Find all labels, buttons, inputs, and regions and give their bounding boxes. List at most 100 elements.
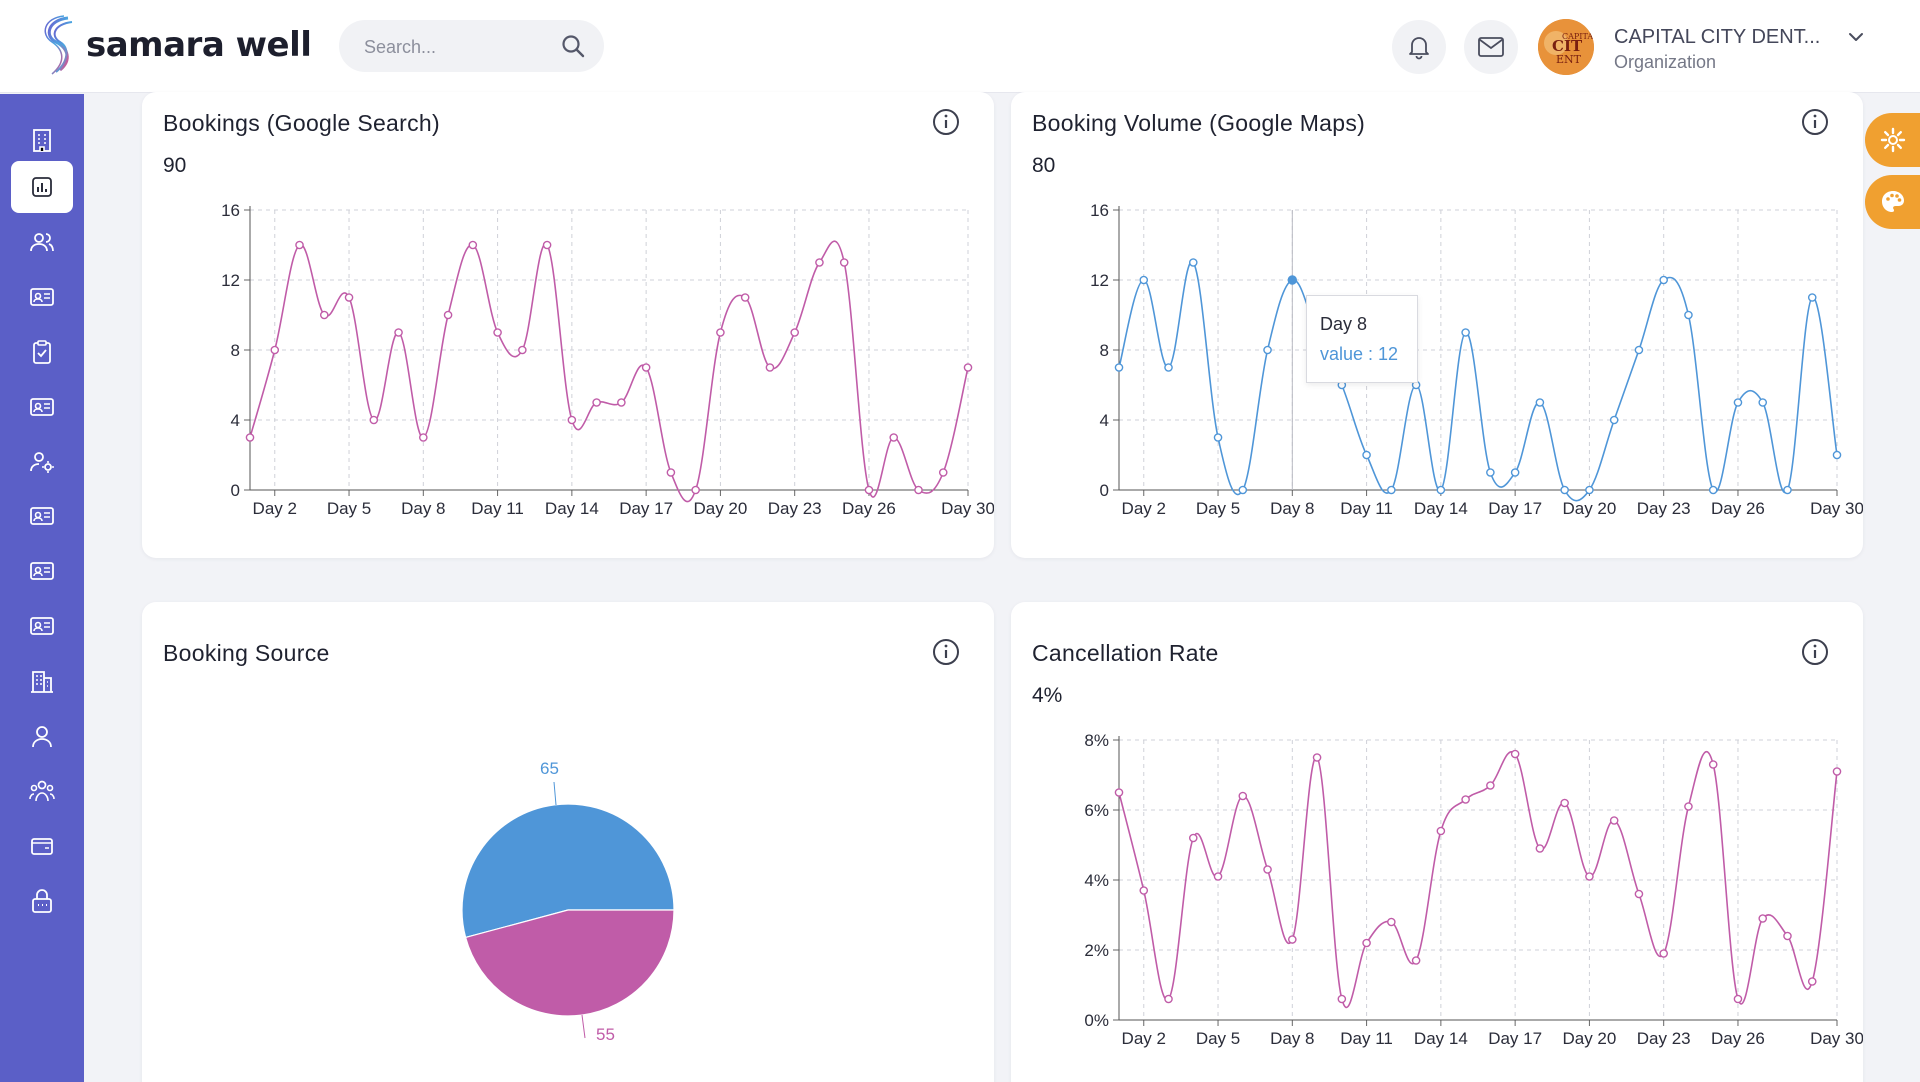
sidebar-item-profile[interactable] bbox=[11, 710, 73, 762]
sidebar-item-cards-2[interactable] bbox=[11, 381, 73, 433]
chevron-down-icon[interactable] bbox=[1846, 27, 1866, 47]
search-input[interactable]: Search... bbox=[339, 20, 604, 72]
sidebar-item-tasks[interactable] bbox=[11, 326, 73, 378]
organization-avatar[interactable]: CIT CAPITA ENT bbox=[1538, 19, 1594, 75]
data-point bbox=[765, 363, 775, 372]
x-tick-label: Day 17 bbox=[1488, 499, 1542, 518]
notifications-button[interactable] bbox=[1392, 20, 1446, 74]
organization-role: Organization bbox=[1614, 52, 1717, 72]
data-point bbox=[344, 293, 354, 302]
x-tick-label: Day 11 bbox=[1340, 499, 1393, 518]
card-title: Cancellation Rate bbox=[1032, 640, 1219, 666]
card-title: Bookings (Google Search) bbox=[163, 110, 440, 136]
card-title: Booking Source bbox=[163, 640, 330, 666]
data-point bbox=[1337, 994, 1347, 1004]
data-point bbox=[1411, 956, 1421, 965]
info-icon[interactable] bbox=[932, 108, 960, 136]
sidebar-item-analytics[interactable] bbox=[11, 161, 73, 213]
x-tick-label: Day 30 bbox=[941, 499, 994, 518]
x-tick-label: Day 8 bbox=[1270, 1029, 1314, 1048]
data-point bbox=[914, 485, 923, 495]
sidebar-item-team[interactable] bbox=[11, 765, 73, 817]
data-point bbox=[1659, 949, 1668, 958]
data-point bbox=[319, 310, 329, 320]
info-icon[interactable] bbox=[1801, 108, 1829, 136]
x-tick-label: Day 23 bbox=[1637, 1029, 1691, 1048]
pie-label-leader bbox=[581, 1014, 586, 1039]
x-tick-label: Day 5 bbox=[1196, 1029, 1240, 1048]
sidebar-item-users[interactable] bbox=[11, 216, 73, 268]
data-point bbox=[740, 293, 750, 302]
user-icon bbox=[32, 726, 52, 748]
y-tick-label: 16 bbox=[221, 201, 240, 220]
app-logo[interactable]: samara well bbox=[38, 12, 312, 78]
x-tick-label: Day 30 bbox=[1810, 1029, 1863, 1048]
data-point bbox=[1585, 485, 1594, 495]
data-point bbox=[1758, 914, 1768, 923]
data-point bbox=[369, 415, 379, 425]
sidebar-item-user-settings[interactable] bbox=[11, 436, 73, 488]
sidebar-item-security[interactable] bbox=[11, 875, 73, 927]
data-point bbox=[1609, 816, 1619, 825]
x-tick-label: Day 14 bbox=[1414, 1029, 1468, 1048]
x-tick-label: Day 26 bbox=[1711, 499, 1765, 518]
tooltip-value: value : 12 bbox=[1320, 344, 1399, 364]
sidebar-item-cards-5[interactable] bbox=[11, 600, 73, 652]
sidebar-item-billing[interactable] bbox=[11, 820, 73, 872]
x-tick-label: Day 5 bbox=[1196, 499, 1240, 518]
office-building-icon bbox=[31, 671, 53, 693]
data-point bbox=[1288, 935, 1297, 944]
data-point bbox=[1263, 865, 1272, 874]
x-tick-label: Day 2 bbox=[253, 499, 297, 518]
booking-volume-google-maps-chart: 0 4 8 12 16 Day 2 Day 5 Day 8 Day 11 Day 14 Day 17… bbox=[1090, 201, 1863, 518]
data-point bbox=[1510, 749, 1520, 759]
gear-icon bbox=[1880, 127, 1906, 153]
data-point bbox=[1733, 398, 1743, 407]
card-value: 80 bbox=[1032, 154, 1056, 177]
data-point bbox=[666, 468, 676, 477]
data-point bbox=[443, 310, 453, 320]
data-point bbox=[468, 240, 478, 250]
data-point bbox=[864, 485, 874, 495]
info-icon[interactable] bbox=[932, 638, 960, 666]
organization-name[interactable]: CAPITAL CITY DENT... bbox=[1614, 26, 1821, 48]
data-point bbox=[493, 328, 502, 337]
team-icon bbox=[29, 780, 55, 802]
sidebar-item-organization[interactable] bbox=[11, 114, 73, 166]
pie-label-leader bbox=[553, 781, 557, 806]
sidebar-item-locations[interactable] bbox=[11, 655, 73, 707]
data-point bbox=[691, 485, 700, 495]
data-point bbox=[716, 328, 725, 337]
x-tick-label: Day 11 bbox=[471, 499, 524, 518]
data-point bbox=[567, 415, 577, 425]
data-point bbox=[1486, 781, 1495, 790]
y-tick-label: 8 bbox=[231, 341, 240, 360]
data-point bbox=[1684, 310, 1693, 320]
sidebar-item-cards-1[interactable] bbox=[11, 271, 73, 323]
card-value: 90 bbox=[163, 154, 187, 177]
sidebar-item-cards-4[interactable] bbox=[11, 545, 73, 597]
x-tick-label: Day 20 bbox=[693, 499, 747, 518]
sidebar-item-cards-3[interactable] bbox=[11, 490, 73, 542]
id-card-icon bbox=[30, 288, 54, 306]
data-point bbox=[1164, 994, 1173, 1004]
data-point bbox=[1213, 872, 1223, 881]
info-icon[interactable] bbox=[1801, 638, 1829, 666]
search-icon[interactable] bbox=[560, 33, 586, 59]
y-tick-label: 0% bbox=[1084, 1011, 1109, 1030]
messages-button[interactable] bbox=[1464, 20, 1518, 74]
bar-chart-icon bbox=[32, 177, 52, 197]
x-tick-label: Day 11 bbox=[1340, 1029, 1393, 1048]
x-tick-label: Day 23 bbox=[1637, 499, 1691, 518]
x-tick-label: Day 2 bbox=[1122, 499, 1166, 518]
data-point bbox=[1708, 485, 1718, 495]
data-point bbox=[1585, 872, 1594, 881]
x-tick-label: Day 8 bbox=[1270, 499, 1314, 518]
theme-float-button[interactable] bbox=[1865, 175, 1920, 229]
settings-float-button[interactable] bbox=[1865, 113, 1920, 167]
building-icon bbox=[33, 129, 51, 152]
tooltip-label: Day 8 bbox=[1320, 314, 1368, 334]
y-tick-label: 0 bbox=[231, 481, 240, 500]
id-card-icon bbox=[30, 617, 54, 635]
data-point bbox=[270, 345, 280, 355]
